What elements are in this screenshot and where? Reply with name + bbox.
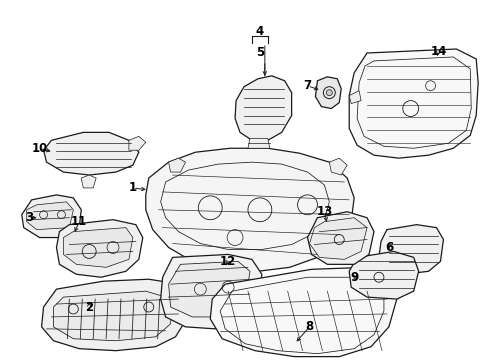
Polygon shape — [348, 49, 477, 158]
Polygon shape — [161, 255, 262, 329]
Polygon shape — [307, 212, 373, 264]
Text: 5: 5 — [255, 46, 264, 59]
Text: 4: 4 — [255, 24, 264, 38]
Polygon shape — [81, 175, 96, 188]
Polygon shape — [168, 158, 185, 172]
Polygon shape — [348, 251, 418, 299]
Polygon shape — [27, 202, 73, 230]
Text: 9: 9 — [349, 271, 358, 284]
Text: 14: 14 — [429, 45, 446, 58]
Polygon shape — [53, 291, 172, 341]
Polygon shape — [210, 267, 396, 357]
Polygon shape — [247, 138, 269, 148]
Text: 8: 8 — [305, 320, 313, 333]
Polygon shape — [56, 220, 142, 277]
Polygon shape — [328, 158, 346, 175]
Polygon shape — [309, 218, 366, 260]
Text: 1: 1 — [128, 181, 137, 194]
Polygon shape — [63, 228, 133, 267]
Polygon shape — [235, 76, 291, 140]
Text: 10: 10 — [31, 142, 48, 155]
Text: 13: 13 — [316, 205, 332, 218]
Polygon shape — [378, 225, 443, 274]
Polygon shape — [315, 77, 341, 109]
Circle shape — [325, 90, 332, 96]
Text: 2: 2 — [85, 301, 93, 314]
Polygon shape — [348, 91, 360, 104]
Polygon shape — [168, 261, 249, 317]
Polygon shape — [129, 136, 145, 150]
Text: 12: 12 — [220, 255, 236, 268]
Polygon shape — [41, 279, 188, 351]
Text: 11: 11 — [71, 215, 87, 228]
Polygon shape — [43, 132, 139, 175]
Polygon shape — [378, 255, 390, 269]
Text: 3: 3 — [25, 211, 34, 224]
Polygon shape — [21, 195, 81, 238]
Text: 7: 7 — [303, 79, 311, 92]
Text: 6: 6 — [384, 241, 392, 254]
Polygon shape — [145, 148, 353, 271]
